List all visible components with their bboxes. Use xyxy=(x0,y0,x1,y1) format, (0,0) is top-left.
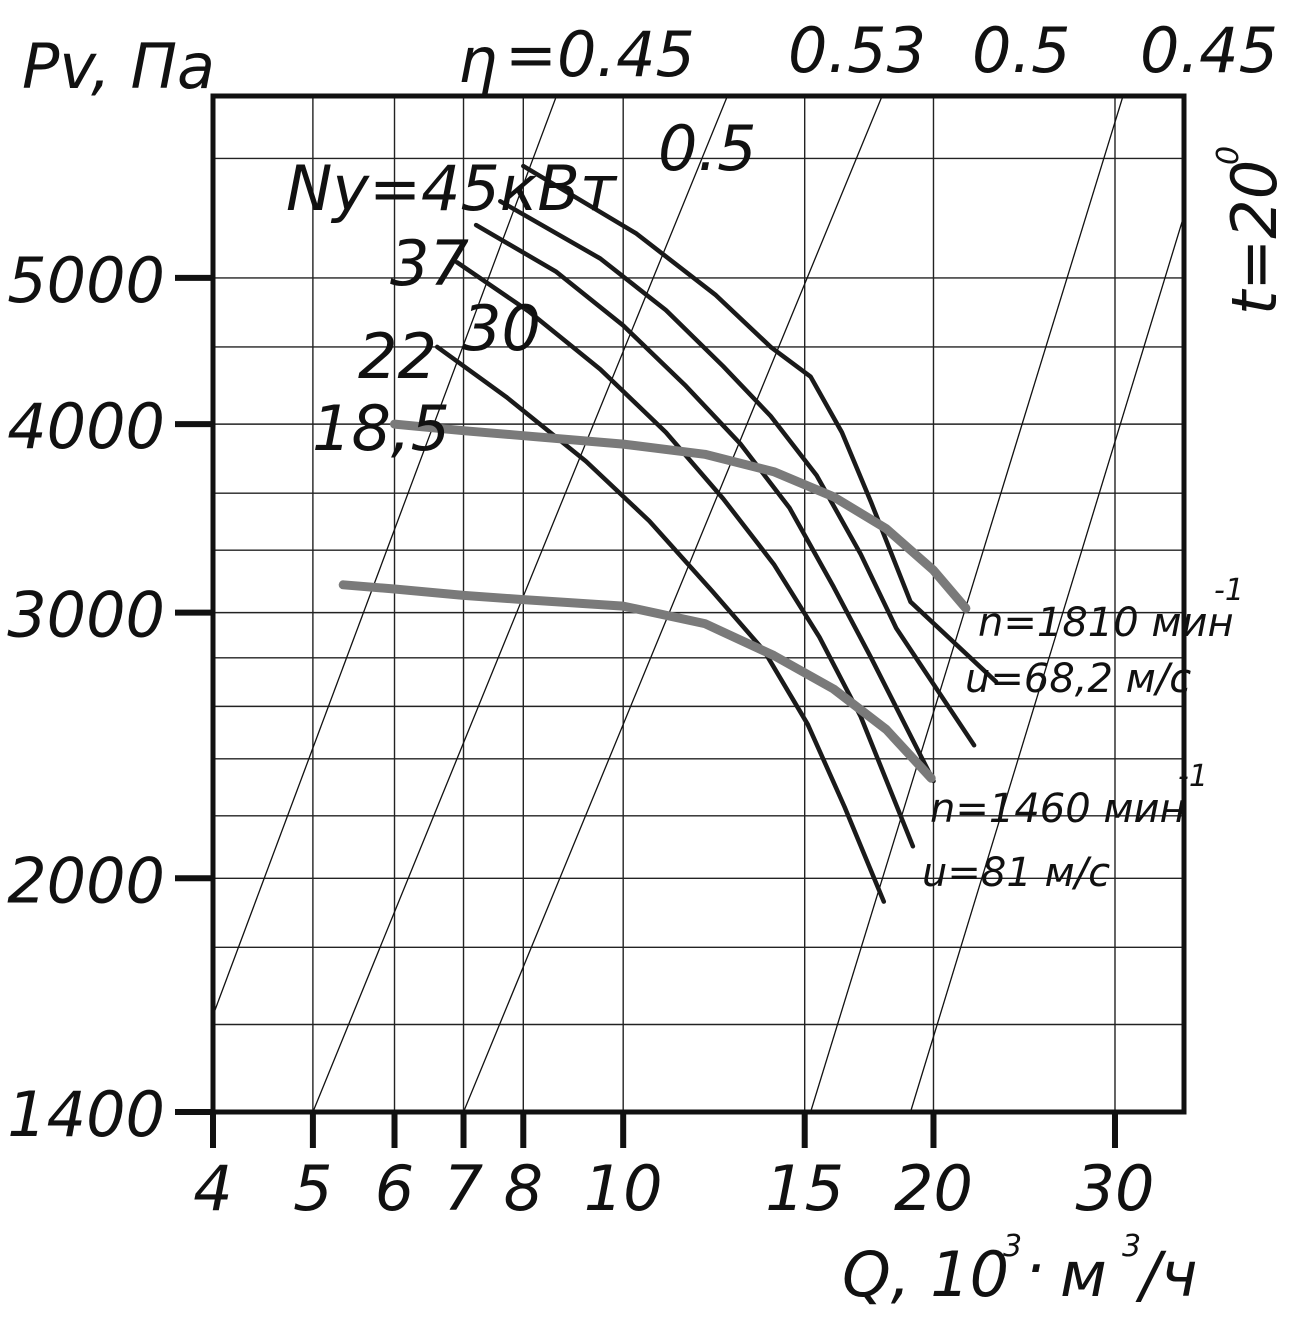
x-tick-label-0: 4 xyxy=(193,1152,232,1225)
y-axis-title: Pv, Па xyxy=(22,30,215,103)
temperature-label-text: t=20 xyxy=(1218,160,1291,315)
speed-label-1460-exp: -1 xyxy=(1178,759,1208,794)
speed-label-1810-exp: -1 xyxy=(1214,573,1244,608)
power-curve-4 xyxy=(434,344,887,904)
power-labels: Ny=45кВт 37 30 22 18,5 xyxy=(286,152,618,465)
y-tick-label-2: 3000 xyxy=(7,579,165,652)
x-tick-label-2: 6 xyxy=(375,1152,414,1225)
x-tick-label-8: 30 xyxy=(1076,1152,1155,1225)
speed-label-1810-u: u=68,2 м/с xyxy=(965,656,1191,702)
speed-label-1460-u: u=81 м/с xyxy=(922,850,1110,896)
power-curve-1 xyxy=(498,199,977,748)
x-tick-label-3: 7 xyxy=(444,1152,483,1225)
efficiency-symbol: η xyxy=(458,24,497,97)
efficiency-label-4: 0.45 xyxy=(1140,14,1278,87)
x-tick-label-7: 20 xyxy=(894,1152,973,1225)
x-tick-label-6: 15 xyxy=(765,1152,844,1225)
y-tick-label-0: 1400 xyxy=(7,1078,165,1151)
power-curve-3 xyxy=(454,260,916,849)
efficiency-label-2: 0.53 xyxy=(788,14,926,87)
efficiency-line-1 xyxy=(312,97,728,1112)
speed-label-1460-n: n=1460 мин xyxy=(930,786,1186,832)
axis-ticks: 4 5 6 7 8 10 15 20 30 1400 2000 3000 4000 5000 xyxy=(7,244,1154,1225)
x-axis-title-unit: /ч xyxy=(1135,1238,1198,1311)
efficiency-line-2 xyxy=(462,97,882,1112)
y-tick-label-1: 2000 xyxy=(7,844,165,917)
plot-frame xyxy=(210,93,1187,1115)
x-axis-title-dot: · xyxy=(1025,1232,1045,1305)
x-tick-label-1: 5 xyxy=(293,1152,332,1225)
x-axis-title-q: Q, 10 xyxy=(842,1238,1009,1311)
efficiency-label-0: =0.45 xyxy=(505,18,695,91)
power-label-18-5: 18,5 xyxy=(312,392,450,465)
x-tick-label-4: 8 xyxy=(504,1152,543,1225)
temperature-label-degree: 0 xyxy=(1211,146,1246,165)
y-tick-label-4: 5000 xyxy=(7,244,165,317)
x-axis-title-exp1: 3 xyxy=(1003,1229,1022,1264)
speed-curve-0 xyxy=(390,419,971,613)
power-label-22: 22 xyxy=(358,320,437,393)
power-label-30: 30 xyxy=(462,292,541,365)
y-tick-label-3: 4000 xyxy=(7,390,165,463)
power-curve-2 xyxy=(473,222,936,784)
speed-curves xyxy=(338,419,971,783)
speed-labels: n=1810 мин -1 u=68,2 м/с n=1460 мин -1 u… xyxy=(922,573,1244,896)
efficiency-label-3: 0.5 xyxy=(972,14,1071,87)
efficiency-labels: η =0.45 0.5 0.53 0.5 0.45 xyxy=(458,14,1278,185)
x-axis-title-m: м xyxy=(1060,1238,1107,1311)
efficiency-line-0 xyxy=(213,97,557,1018)
power-curves xyxy=(434,163,999,904)
grid xyxy=(212,96,1184,1113)
x-tick-label-5: 10 xyxy=(584,1152,663,1225)
speed-label-1810-n: n=1810 мин xyxy=(978,600,1234,646)
temperature-label: t=20 0 xyxy=(1211,146,1291,315)
efficiency-line-4 xyxy=(909,215,1184,1112)
efficiency-label-1: 0.5 xyxy=(658,112,757,185)
speed-curve-1 xyxy=(338,580,936,783)
power-label-37: 37 xyxy=(390,227,469,300)
x-axis-title: Q, 10 3 · м 3 /ч xyxy=(842,1229,1198,1311)
power-label-45: Ny=45кВт xyxy=(286,152,618,225)
power-curve-0 xyxy=(521,163,999,684)
x-axis-title-exp2: 3 xyxy=(1122,1229,1141,1264)
